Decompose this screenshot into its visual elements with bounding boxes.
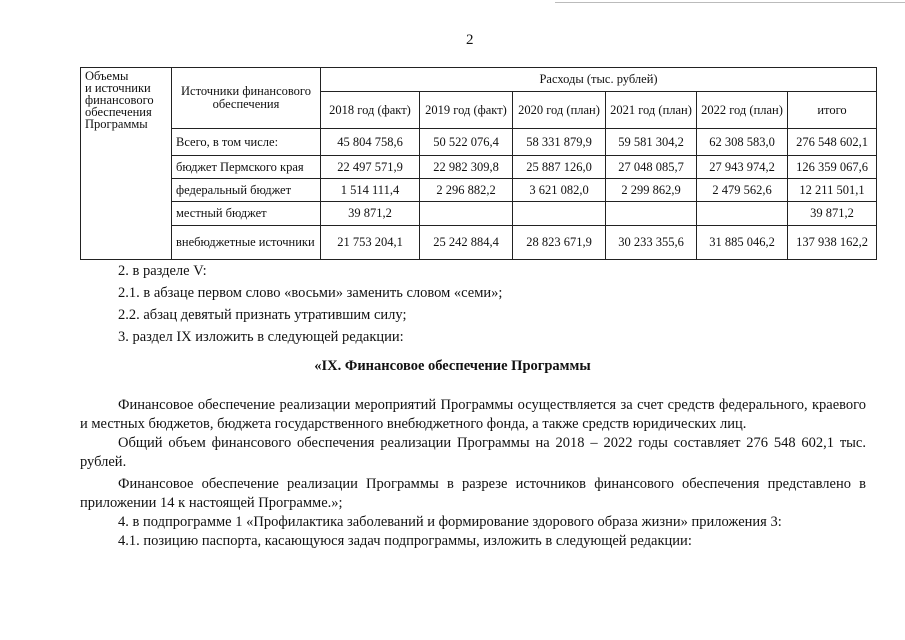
text-line: 2.1. в абзаце первом слово «восьми» заме… xyxy=(118,285,503,301)
value-cell: 58 331 879,9 xyxy=(512,128,606,156)
financing-table: Объемы и источники финансового обеспечен… xyxy=(80,67,877,260)
value-cell: 59 581 304,2 xyxy=(605,128,697,156)
value-cell: 22 497 571,9 xyxy=(320,155,420,179)
column-header: 2020 год (план) xyxy=(512,91,606,129)
source-cell: бюджет Пермского края xyxy=(171,155,321,179)
value-cell: 25 242 884,4 xyxy=(419,225,513,260)
value-cell: 22 982 309,8 xyxy=(419,155,513,179)
source-cell: внебюджетные источники xyxy=(171,225,321,260)
value-cell: 39 871,2 xyxy=(787,201,877,226)
value-cell: 3 621 082,0 xyxy=(512,178,606,202)
scan-edge xyxy=(555,2,905,3)
column-header: 2018 год (факт) xyxy=(320,91,420,129)
table-row: внебюджетные источники 21 753 204,1 25 242… xyxy=(81,225,877,260)
value-cell: 27 048 085,7 xyxy=(605,155,697,179)
table-row: местный бюджет 39 871,2 39 871,2 xyxy=(81,201,877,226)
page-number: 2 xyxy=(466,32,474,48)
value-cell xyxy=(605,201,697,226)
value-cell: 27 943 974,2 xyxy=(696,155,788,179)
source-cell: местный бюджет xyxy=(171,201,321,226)
text-line: 2. в разделе V: xyxy=(118,263,207,279)
value-cell: 45 804 758,6 xyxy=(320,128,420,156)
value-cell: 276 548 602,1 xyxy=(787,128,877,156)
source-cell: федеральный бюджет xyxy=(171,178,321,202)
expenses-header: Расходы (тыс. рублей) xyxy=(320,67,877,92)
value-cell: 126 359 067,6 xyxy=(787,155,877,179)
value-cell: 2 479 562,6 xyxy=(696,178,788,202)
column-header: 2019 год (факт) xyxy=(419,91,513,129)
value-cell: 39 871,2 xyxy=(320,201,420,226)
column-header: 2022 год (план) xyxy=(696,91,788,129)
section-heading: «IX. Финансовое обеспечение Программы xyxy=(314,358,591,374)
value-cell: 2 296 882,2 xyxy=(419,178,513,202)
value-cell: 21 753 204,1 xyxy=(320,225,420,260)
value-cell: 25 887 126,0 xyxy=(512,155,606,179)
column-header: итого xyxy=(787,91,877,129)
paragraph: Финансовое обеспечение реализации меропр… xyxy=(80,397,866,432)
text-line: 4. в подпрограмме 1 «Профилактика заболе… xyxy=(118,514,782,530)
value-cell: 30 233 355,6 xyxy=(605,225,697,260)
value-cell: 137 938 162,2 xyxy=(787,225,877,260)
sources-header: Источники финансового обеспечения xyxy=(171,67,321,129)
value-cell: 50 522 076,4 xyxy=(419,128,513,156)
text-line: 4.1. позицию паспорта, касающуюся задач … xyxy=(118,533,692,549)
value-cell: 31 885 046,2 xyxy=(696,225,788,260)
column-header: 2021 год (план) xyxy=(605,91,697,129)
table-row: федеральный бюджет 1 514 111,4 2 296 882,2… xyxy=(81,178,877,202)
value-cell: 2 299 862,9 xyxy=(605,178,697,202)
text-line: 3. раздел IX изложить в следующей редакц… xyxy=(118,329,404,345)
value-cell: 62 308 583,0 xyxy=(696,128,788,156)
value-cell xyxy=(419,201,513,226)
value-cell: 1 514 111,4 xyxy=(320,178,420,202)
source-cell: Всего, в том числе: xyxy=(171,128,321,156)
paragraph: Общий объем финансового обеспечения реал… xyxy=(80,435,866,470)
value-cell: 12 211 501,1 xyxy=(787,178,877,202)
value-cell: 28 823 671,9 xyxy=(512,225,606,260)
paragraph: Финансовое обеспечение реализации Програ… xyxy=(80,476,866,511)
value-cell xyxy=(512,201,606,226)
table-row: бюджет Пермского края 22 497 571,9 22 982 … xyxy=(81,155,877,179)
table-row: Всего, в том числе: 45 804 758,6 50 522 07… xyxy=(81,128,877,156)
row-label: Объемы и источники финансового обеспечен… xyxy=(80,67,172,260)
text-line: 2.2. абзац девятый признать утратившим с… xyxy=(118,307,407,323)
value-cell xyxy=(696,201,788,226)
